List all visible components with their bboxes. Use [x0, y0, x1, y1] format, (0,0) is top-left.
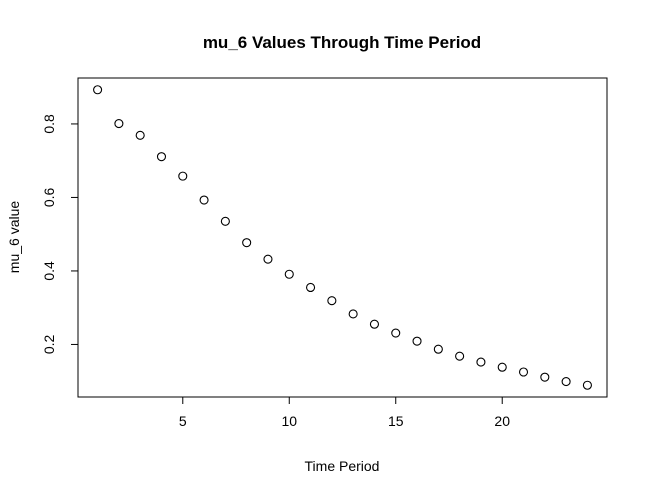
- data-point: [199, 195, 209, 205]
- data-point: [582, 380, 592, 390]
- data-point: [327, 296, 337, 306]
- plot-area-frame: [77, 77, 608, 398]
- data-point: [518, 367, 529, 377]
- data-point: [497, 362, 507, 372]
- x-axis-label: Time Period: [305, 458, 380, 474]
- x-tick-label: 15: [388, 413, 404, 429]
- data-point: [263, 254, 273, 264]
- data-point: [348, 309, 358, 319]
- data-point: [369, 319, 379, 329]
- data-point: [476, 357, 486, 367]
- data-point: [220, 216, 230, 226]
- data-point: [178, 171, 188, 181]
- chart-title: mu_6 Values Through Time Period: [203, 33, 481, 52]
- data-point: [540, 372, 550, 382]
- data-point: [561, 377, 571, 387]
- y-axis: 0.2 0.4 0.6 0.8: [41, 114, 78, 354]
- x-tick-label: 10: [281, 413, 297, 429]
- data-point: [284, 269, 294, 279]
- data-point: [114, 119, 124, 129]
- data-point: [391, 328, 401, 338]
- data-point: [433, 344, 443, 354]
- y-axis-label: mu_6 value: [6, 201, 22, 274]
- data-point: [156, 152, 167, 162]
- data-point: [306, 282, 316, 293]
- data-point: [242, 238, 252, 248]
- data-point: [135, 130, 145, 140]
- y-tick-label: 0.4: [41, 261, 57, 281]
- x-tick-label: 20: [494, 413, 510, 429]
- data-point: [455, 351, 465, 361]
- y-tick-label: 0.6: [41, 187, 57, 207]
- x-tick-label: 5: [179, 413, 187, 429]
- data-point: [93, 85, 103, 95]
- y-tick-label: 0.8: [41, 114, 57, 134]
- data-point: [412, 336, 422, 346]
- y-tick-label: 0.2: [41, 335, 57, 355]
- x-axis: 5 10 15 20: [179, 397, 510, 429]
- data-points: [93, 85, 592, 390]
